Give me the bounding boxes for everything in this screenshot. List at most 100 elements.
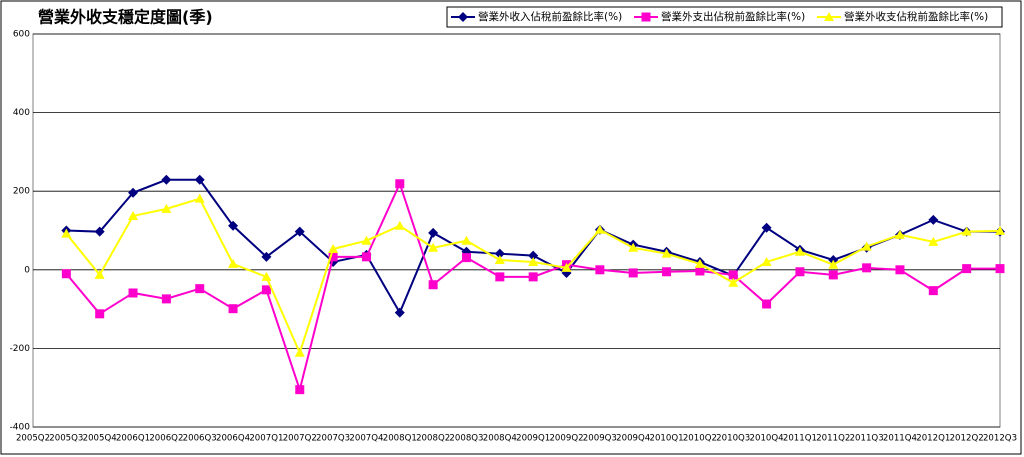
x-tick-label: 2010Q3	[716, 434, 750, 444]
x-tick-label: 2006Q1	[116, 434, 150, 444]
data-point	[628, 242, 639, 252]
data-point	[494, 248, 505, 259]
data-point	[328, 243, 339, 253]
data-point	[161, 203, 172, 213]
legend-marker	[641, 12, 651, 22]
data-point	[928, 236, 939, 246]
data-point	[394, 307, 405, 318]
data-point	[194, 193, 205, 203]
data-point	[428, 280, 438, 290]
data-point	[61, 228, 72, 238]
data-point	[294, 347, 305, 357]
data-point	[95, 309, 105, 319]
data-point	[128, 288, 138, 298]
x-tick-label: 2007Q4	[349, 434, 383, 444]
x-tick-label: 2005Q4	[83, 434, 117, 444]
legend-marker	[824, 12, 834, 21]
data-point	[828, 259, 839, 269]
y-tick-label: 0	[24, 265, 30, 275]
data-point	[261, 251, 272, 262]
data-point	[161, 174, 172, 185]
data-point	[594, 224, 605, 234]
data-point	[194, 174, 205, 185]
data-point	[161, 294, 171, 304]
data-point	[228, 220, 239, 231]
legend-label: 營業外支出佔稅前盈餘比率(%)	[661, 10, 805, 23]
data-point	[128, 210, 139, 220]
data-point	[728, 277, 739, 287]
data-point	[928, 286, 938, 296]
x-tick-label: 2008Q4	[483, 434, 517, 444]
data-point	[261, 271, 272, 281]
data-point	[228, 304, 238, 314]
data-point	[395, 179, 405, 189]
x-tick-label: 2009Q4	[616, 434, 650, 444]
y-tick-label: -400	[10, 423, 31, 433]
x-tick-label: 2007Q2	[283, 434, 317, 444]
x-tick-label: 2010Q4	[750, 434, 784, 444]
data-point	[862, 263, 872, 273]
legend-box	[446, 6, 1003, 28]
data-point	[861, 241, 872, 251]
data-point	[528, 272, 538, 282]
data-point	[962, 264, 972, 274]
y-tick-label: 400	[13, 108, 30, 118]
plot-area	[32, 33, 1001, 428]
data-point	[94, 269, 105, 279]
x-tick-label: 2011Q4	[883, 434, 917, 444]
x-tick-label: 2009Q2	[549, 434, 583, 444]
data-point	[461, 235, 472, 245]
x-tick-label: 2009Q1	[516, 434, 550, 444]
chart-title: 營業外收支穩定度圖(季)	[38, 8, 213, 27]
data-point	[528, 256, 539, 266]
x-tick-label: 2012Q3	[983, 434, 1017, 444]
data-point	[662, 267, 672, 277]
legend-marker	[458, 12, 468, 22]
data-point	[795, 267, 805, 277]
data-point	[94, 226, 105, 237]
data-point	[895, 265, 905, 275]
data-point	[595, 265, 605, 275]
x-tick-label: 2008Q2	[416, 434, 450, 444]
data-point	[694, 258, 705, 268]
data-point	[761, 222, 772, 233]
data-point	[561, 262, 572, 272]
legend-label: 營業外收支佔稅前盈餘比率(%)	[844, 10, 988, 23]
data-point	[762, 299, 772, 309]
data-point	[461, 253, 471, 263]
x-tick-label: 2012Q1	[916, 434, 950, 444]
data-point	[428, 227, 439, 238]
data-point	[61, 269, 71, 279]
data-point	[228, 258, 239, 268]
data-point	[794, 246, 805, 256]
x-tick-label: 2010Q1	[649, 434, 683, 444]
x-tick-label: 2006Q3	[183, 434, 217, 444]
x-tick-label: 2006Q2	[149, 434, 183, 444]
data-point	[828, 270, 838, 280]
data-point	[295, 385, 305, 395]
data-point	[528, 250, 539, 261]
data-point	[128, 187, 139, 198]
data-point	[294, 226, 305, 237]
data-point	[728, 270, 738, 280]
data-point	[494, 254, 505, 264]
x-tick-label: 2011Q2	[816, 434, 850, 444]
legend-label: 營業外收入佔稅前盈餘比率(%)	[478, 10, 622, 23]
x-tick-label: 2005Q2	[16, 434, 50, 444]
data-point	[894, 229, 905, 239]
x-tick-label: 2007Q3	[316, 434, 350, 444]
x-tick-label: 2012Q2	[950, 434, 984, 444]
data-point	[928, 214, 939, 225]
y-tick-label: 200	[13, 187, 30, 197]
x-tick-label: 2008Q3	[449, 434, 483, 444]
legend: 營業外收入佔稅前盈餘比率(%) 營業外支出佔稅前盈餘比率(%) 營業外收支佔稅前盈餘…	[446, 6, 1003, 28]
data-point	[261, 285, 271, 295]
data-point	[628, 268, 638, 278]
data-point	[361, 235, 372, 245]
x-tick-label: 2005Q3	[49, 434, 83, 444]
x-tick-label: 2010Q2	[683, 434, 717, 444]
x-tick-label: 2007Q1	[249, 434, 283, 444]
y-tick-label: 600	[13, 30, 30, 40]
x-tick-label: 2006Q4	[216, 434, 250, 444]
